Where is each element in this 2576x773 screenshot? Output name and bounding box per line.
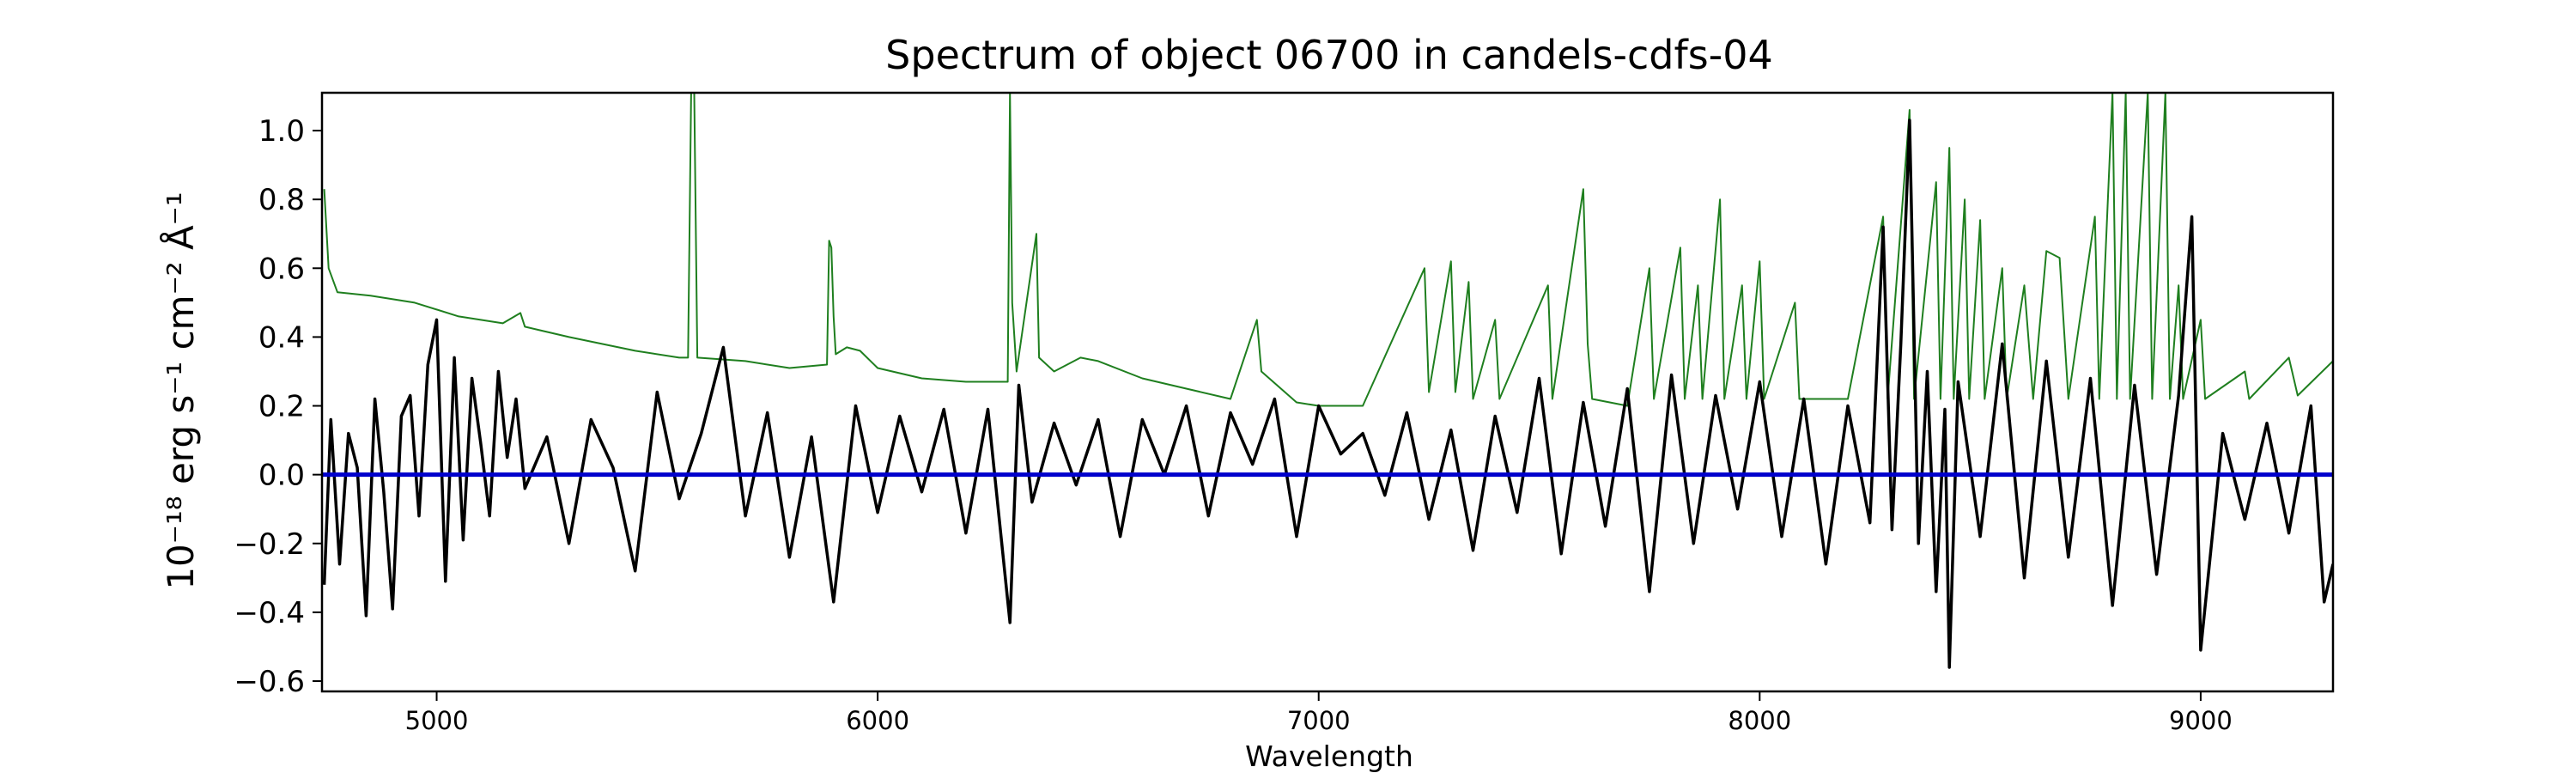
y-tick-label: 0.6 bbox=[258, 252, 305, 286]
plot-area bbox=[322, 93, 2333, 669]
y-tick-label: 0.8 bbox=[258, 183, 305, 217]
x-tick-label: 9000 bbox=[2169, 706, 2233, 735]
y-axis-label: 10⁻¹⁸ erg s⁻¹ cm⁻² Å⁻¹ bbox=[159, 192, 202, 589]
y-tick-label: 0.4 bbox=[258, 320, 305, 355]
y-tick-label: 1.0 bbox=[258, 114, 305, 149]
object-spectrum-line bbox=[322, 119, 2333, 669]
y-tick-label: 0.0 bbox=[258, 459, 305, 493]
x-tick-label: 6000 bbox=[846, 706, 909, 735]
y-tick-label: −0.6 bbox=[234, 665, 305, 699]
x-tick-label: 8000 bbox=[1728, 706, 1791, 735]
y-tick-label: −0.2 bbox=[234, 527, 305, 562]
y-tick-label: −0.4 bbox=[234, 596, 305, 630]
plot-frame bbox=[320, 91, 2335, 693]
y-tick-label: 0.2 bbox=[258, 390, 305, 424]
x-axis-label: Wavelength bbox=[1245, 740, 1413, 773]
axes: 5000 6000 7000 8000 9000 −0.6 −0.4 −0.2 0.0 0.2 0.… bbox=[234, 91, 2335, 735]
x-tick-label: 7000 bbox=[1287, 706, 1351, 735]
sky-spectrum-line bbox=[323, 93, 2333, 407]
x-tick-label: 5000 bbox=[405, 706, 469, 735]
chart-title: Spectrum of object 06700 in candels-cdfs… bbox=[885, 32, 1773, 78]
